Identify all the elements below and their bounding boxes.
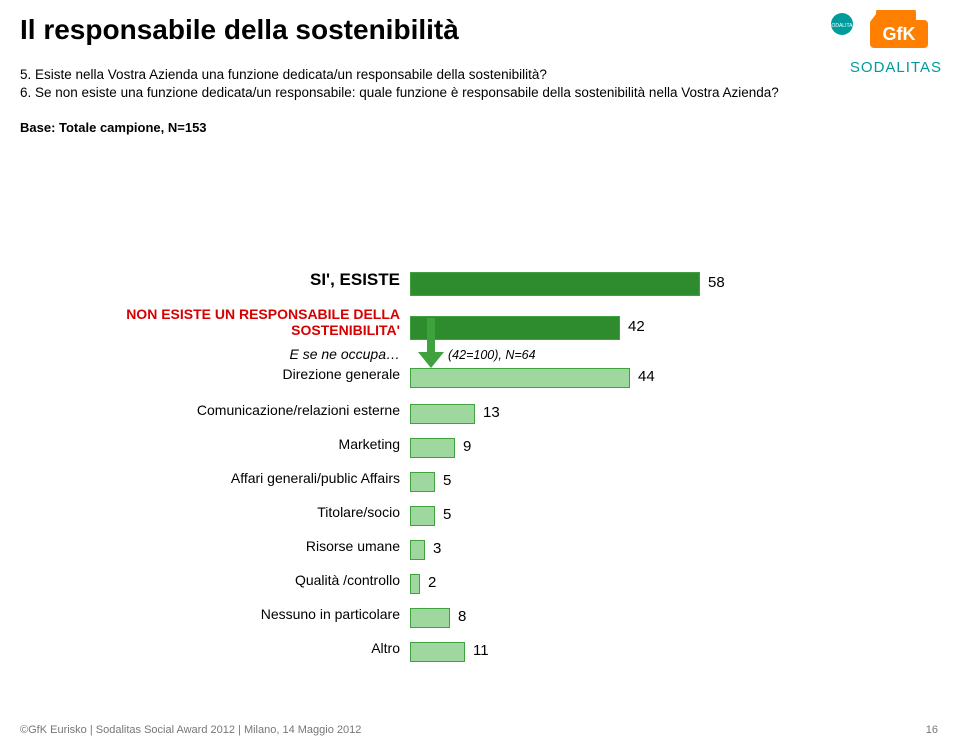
bar-value: 9 [463, 438, 471, 455]
chart-row: NON ESISTE UN RESPONSABILE DELLA SOSTENI… [0, 314, 960, 340]
chart-row: SI', ESISTE 58 [0, 270, 960, 296]
bar [410, 438, 455, 458]
sub-note: (42=100), N=64 [448, 348, 536, 362]
bar-value: 8 [458, 608, 466, 625]
logo-block: SODALITAS GfK SODALITAS [742, 10, 942, 90]
bar-value: 5 [443, 472, 451, 489]
row-label: Comunicazione/relazioni esterne [40, 402, 400, 418]
row-label: Qualità /controllo [40, 572, 400, 588]
chart-row: Qualità /controllo 2 [0, 572, 960, 598]
chart-row: Comunicazione/relazioni esterne 13 [0, 402, 960, 428]
bar-value: 3 [433, 540, 441, 557]
bar-value: 13 [483, 404, 500, 421]
bar [410, 368, 630, 388]
row-label: Nessuno in particolare [40, 606, 400, 622]
bar [410, 608, 450, 628]
bar [410, 540, 425, 560]
row-label: Marketing [40, 436, 400, 452]
chart-row: Altro 11 [0, 640, 960, 666]
bar [410, 642, 465, 662]
logos-svg: SODALITAS GfK SODALITAS [742, 10, 942, 90]
chart-row: Nessuno in particolare 8 [0, 606, 960, 632]
bar-value: 2 [428, 574, 436, 591]
bar [410, 404, 475, 424]
bar-value: 58 [708, 274, 725, 291]
bar-value: 11 [473, 642, 489, 659]
chart-row: Affari generali/public Affairs 5 [0, 470, 960, 496]
bar-value: 5 [443, 506, 451, 523]
question-6: 6. Se non esiste una funzione dedicata/u… [20, 84, 779, 102]
svg-text:SODALITAS: SODALITAS [850, 59, 942, 76]
svg-text:GfK: GfK [883, 24, 916, 44]
base-text: Base: Totale campione, N=153 [20, 120, 207, 135]
row-label: Affari generali/public Affairs [40, 470, 400, 486]
row-label: SI', ESISTE [40, 270, 400, 290]
chart-row: Direzione generale 44 [0, 366, 960, 392]
row-label: Risorse umane [40, 538, 400, 554]
row-label: E se ne occupa… [40, 346, 400, 362]
chart-row: Titolare/socio 5 [0, 504, 960, 530]
row-label: Direzione generale [40, 366, 400, 382]
chart-row: Marketing 9 [0, 436, 960, 462]
row-label: Altro [40, 640, 400, 656]
footer-text: ©GfK Eurisko | Sodalitas Social Award 20… [20, 724, 361, 736]
row-label: Titolare/socio [40, 504, 400, 520]
bar [410, 506, 435, 526]
question-5: 5. Esiste nella Vostra Azienda una funzi… [20, 66, 547, 84]
svg-text:SODALITAS: SODALITAS [828, 23, 856, 29]
bar [410, 472, 435, 492]
page-number: 16 [926, 724, 938, 736]
bar-value: 44 [638, 368, 655, 385]
bar-value: 42 [628, 318, 645, 335]
page-title: Il responsabile della sostenibilità [20, 14, 459, 46]
chart-row: Risorse umane 3 [0, 538, 960, 564]
bar [410, 574, 420, 594]
arrow-down-icon [418, 318, 444, 373]
bar [410, 272, 700, 296]
row-label: NON ESISTE UN RESPONSABILE DELLA SOSTENI… [40, 306, 400, 338]
